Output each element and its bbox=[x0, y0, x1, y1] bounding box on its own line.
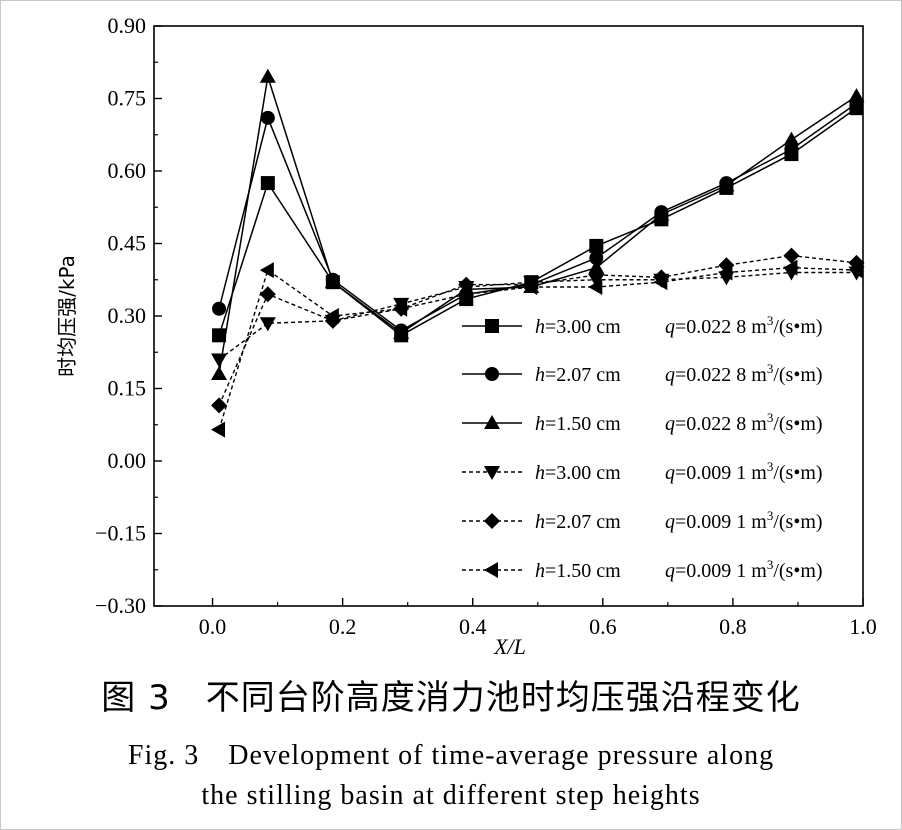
data-point bbox=[211, 421, 226, 438]
data-point bbox=[393, 324, 410, 339]
x-tick-label: 0.4 bbox=[459, 614, 487, 639]
legend-h-label: h=3.00 cm bbox=[535, 316, 621, 338]
data-point bbox=[588, 279, 603, 295]
line-chart: 0.90 0.75 0.60 0.45 0.30 0.15 0.00 −0.15 −0.30 0… bbox=[55, 13, 877, 659]
data-point bbox=[783, 259, 798, 276]
y-axis-label: 时均压强/kPa bbox=[55, 255, 79, 377]
caption-chinese: 图 3 不同台阶高度消力池时均压强沿程变化 bbox=[101, 678, 801, 718]
legend-marker bbox=[485, 367, 499, 381]
data-point bbox=[212, 301, 227, 316]
data-point bbox=[718, 177, 735, 192]
legend-q-label: q=0.022 8 m3/(s•m) bbox=[665, 313, 823, 338]
series-line bbox=[218, 266, 857, 430]
data-point bbox=[783, 131, 800, 146]
data-point bbox=[589, 251, 604, 265]
caption-english-line-2: the stilling basin at different step hei… bbox=[201, 780, 701, 811]
data-point bbox=[848, 262, 863, 279]
data-point bbox=[588, 259, 605, 274]
data-point bbox=[393, 300, 408, 317]
legend: h=3.00 cm q=0.022 8 m3/(s•m) h=2.07 cm q=0.… bbox=[462, 313, 823, 582]
y-tick-label: 0.15 bbox=[108, 376, 147, 401]
data-point bbox=[653, 274, 668, 291]
legend-q-label: q=0.022 8 m3/(s•m) bbox=[665, 361, 823, 386]
data-point bbox=[523, 279, 538, 295]
data-point bbox=[324, 308, 339, 324]
legend-item-2: h=2.07 cm q=0.022 8 m3/(s•m) bbox=[462, 361, 823, 386]
data-point bbox=[259, 68, 276, 83]
legend-h-label: h=2.07 cm bbox=[535, 364, 621, 386]
data-point bbox=[324, 274, 341, 289]
x-tick-label: 0.2 bbox=[329, 614, 357, 639]
y-tick-label: 0.75 bbox=[108, 86, 147, 111]
legend-marker bbox=[484, 562, 498, 578]
data-point bbox=[589, 238, 604, 253]
data-point bbox=[211, 353, 228, 368]
legend-q-label: q=0.009 1 m3/(s•m) bbox=[665, 459, 823, 484]
y-axis: 0.90 0.75 0.60 0.45 0.30 0.15 0.00 −0.15 −0.30 bbox=[95, 13, 162, 618]
series-group bbox=[211, 68, 865, 438]
legend-h-label: h=1.50 cm bbox=[535, 413, 621, 435]
data-point bbox=[784, 142, 799, 157]
series-2 bbox=[212, 96, 864, 338]
y-tick-label: −0.30 bbox=[95, 593, 146, 618]
data-point bbox=[458, 286, 473, 303]
data-point bbox=[211, 366, 228, 380]
legend-h-label: h=1.50 cm bbox=[535, 560, 621, 582]
data-point bbox=[783, 247, 800, 264]
legend-item-1: h=3.00 cm q=0.022 8 m3/(s•m) bbox=[462, 313, 823, 338]
y-tick-label: −0.15 bbox=[95, 521, 146, 546]
y-tick-label: 0.90 bbox=[108, 13, 147, 38]
y-tick-label: 0.00 bbox=[108, 448, 147, 473]
data-point bbox=[259, 286, 276, 303]
legend-marker bbox=[484, 415, 500, 429]
x-tick-label: 0.6 bbox=[589, 614, 617, 639]
legend-item-4: h=3.00 cm q=0.009 1 m3/(s•m) bbox=[462, 459, 823, 484]
y-tick-label: 0.30 bbox=[108, 303, 147, 328]
legend-h-label: h=2.07 cm bbox=[535, 511, 621, 533]
x-tick-label: 0.0 bbox=[199, 614, 227, 639]
y-tick-label: 0.45 bbox=[108, 231, 147, 256]
data-point bbox=[588, 266, 605, 283]
legend-q-label: q=0.009 1 m3/(s•m) bbox=[665, 557, 823, 582]
legend-item-5: h=2.07 cm q=0.009 1 m3/(s•m) bbox=[462, 508, 823, 533]
legend-h-label: h=3.00 cm bbox=[535, 462, 621, 484]
x-tick-label: 1.0 bbox=[849, 614, 877, 639]
x-tick-label: 0.8 bbox=[719, 614, 747, 639]
x-axis: 0.0 0.2 0.4 0.6 0.8 1.0 bbox=[199, 598, 877, 639]
data-point bbox=[848, 88, 865, 103]
legend-item-3: h=1.50 cm q=0.022 8 m3/(s•m) bbox=[462, 410, 823, 435]
data-point bbox=[260, 110, 275, 125]
legend-marker bbox=[484, 513, 500, 529]
legend-item-6: h=1.50 cm q=0.009 1 m3/(s•m) bbox=[462, 557, 823, 582]
data-point bbox=[653, 206, 670, 221]
data-point bbox=[260, 176, 275, 191]
legend-marker bbox=[485, 319, 499, 333]
data-point bbox=[259, 317, 276, 332]
data-point bbox=[211, 397, 228, 414]
series-6 bbox=[211, 259, 863, 438]
data-point bbox=[259, 262, 274, 279]
legend-q-label: q=0.022 8 m3/(s•m) bbox=[665, 410, 823, 435]
data-point bbox=[212, 328, 227, 343]
x-axis-label: X/L bbox=[493, 634, 526, 659]
legend-marker bbox=[484, 466, 500, 480]
data-point bbox=[718, 264, 733, 281]
y-tick-label: 0.60 bbox=[108, 158, 147, 183]
caption-english-line-1: Fig. 3 Development of time-average press… bbox=[127, 740, 775, 771]
series-line bbox=[218, 107, 857, 337]
legend-q-label: q=0.009 1 m3/(s•m) bbox=[665, 508, 823, 533]
series-line bbox=[218, 102, 857, 332]
